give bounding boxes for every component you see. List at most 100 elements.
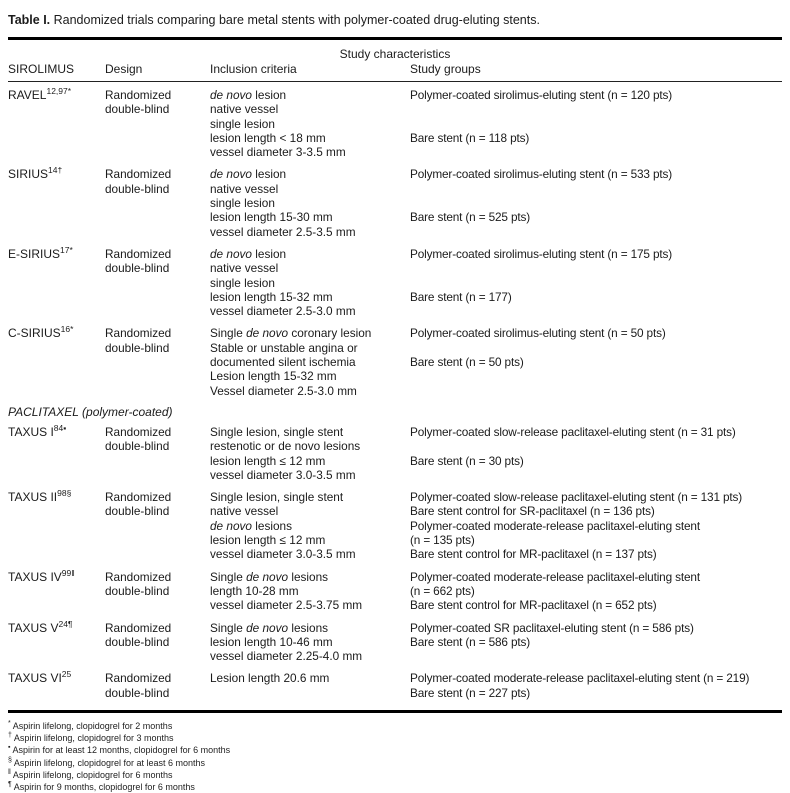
trial-reference-superscript: 12,97* [46,86,72,96]
inclusion-cell-line: lesion length 10-46 mm [210,634,333,649]
inclusion-cell: de novo lesion native vessel single lesion… [210,247,410,318]
inclusion-cell-line: lesion length < 18 mm [210,130,326,145]
design-cell: Randomized double-blind [105,247,210,318]
inclusion-cell-line: vessel diameter 2.5-3.75 mm [210,598,363,613]
design-cell-line: Randomized [105,671,172,686]
table-title: Table I. Randomized trials comparing bar… [8,0,782,28]
inclusion-cell-line: Single de novo coronary lesion [210,326,372,341]
inclusion-cell-line: vessel diameter 3.0-3.5 mm [210,467,356,482]
groups-cell-line [410,102,782,116]
bottom-rule [8,709,782,713]
inclusion-cell: Single de novo lesions length 10-28 mm ves… [210,570,410,613]
groups-cell-line [410,276,782,290]
design-cell-line: double-blind [105,583,170,598]
design-cell: Randomized double-blind [105,490,210,561]
trial-reference-superscript: 25 [61,669,72,680]
groups-cell-line: Polymer-coated sirolimus-eluting stent (… [410,246,673,261]
design-cell-line: double-blind [105,504,170,519]
table-row: TAXUS II98§ Randomized double-blind Single … [8,486,782,565]
trial-name: TAXUS II98§ [8,488,72,505]
trial-name: TAXUS IV99‖ [8,567,75,584]
groups-cell-line [410,341,782,355]
groups-cell-line: Polymer-coated moderate-release paclitax… [410,671,750,686]
design-cell-line: double-blind [105,181,170,196]
groups-cell-line [410,117,782,131]
footnote: ▪ Aspirin for at least 12 months, clopido… [8,744,231,756]
column-header-row: SIROLIMUS Design Inclusion criteria Stud… [8,61,782,77]
inclusion-cell-line: lesion length ≤ 12 mm [210,533,326,548]
inclusion-cell-line: vessel diameter 2.25-4.0 mm [210,649,363,664]
design-cell-line: Randomized [105,246,172,261]
inclusion-cell-line: single lesion [210,196,275,211]
groups-cell-line: Polymer-coated sirolimus-eluting stent (… [410,167,673,182]
groups-cell-line: Bare stent (n = 50 pts) [410,355,524,370]
design-cell: Randomized double-blind [105,621,210,664]
groups-cell-line: Polymer-coated moderate-release paclitax… [410,569,700,584]
inclusion-cell-line: lesion length 15-32 mm [210,289,333,304]
table-row: TAXUS V24¶ Randomized double-blind Single d… [8,617,782,668]
inclusion-cell-line: lesion length 15-30 mm [210,210,333,225]
trial-reference-superscript: 84▪ [53,422,67,433]
inclusion-cell-line: Single de novo lesions [210,620,329,635]
footnote-symbol: ‖ [8,768,11,776]
column-header-groups: Study groups [410,62,481,76]
trial-name: RAVEL12,97* [8,86,72,102]
design-cell-line: double-blind [105,261,170,276]
design-cell: Randomized double-blind [105,425,210,482]
groups-cell-line: Bare stent (n = 118 pts) [410,130,530,145]
groups-cell-line [410,304,782,318]
inclusion-cell-line: vessel diameter 3.0-3.5 mm [210,547,356,562]
column-header-trial: SIROLIMUS [8,62,75,76]
groups-cell: Polymer-coated slow-release paclitaxel-e… [410,425,782,482]
inclusion-cell: Single lesion, single stent restenotic or… [210,425,410,482]
inclusion-cell-line: restenotic or de novo lesions [210,439,361,454]
trial-name: TAXUS V24¶ [8,618,73,635]
column-header-inclusion: Inclusion criteria [210,62,297,76]
inclusion-cell-line: Single lesion, single stent [210,490,344,505]
design-cell: Randomized double-blind [105,671,210,700]
groups-cell: Polymer-coated slow-release paclitaxel-e… [410,490,782,561]
groups-cell: Polymer-coated sirolimus-eluting stent (… [410,167,782,238]
groups-cell-line: Bare stent control for MR-paclitaxel (n … [410,598,657,613]
groups-cell: Polymer-coated moderate-release paclitax… [410,570,782,613]
design-cell-line: Randomized [105,326,172,341]
inclusion-cell: Single lesion, single stent native vessel… [210,490,410,561]
groups-cell: Polymer-coated sirolimus-eluting stent (… [410,326,782,397]
inclusion-cell-line: native vessel [210,181,279,196]
design-cell-line: Randomized [105,424,172,439]
inclusion-cell-line: Single lesion, single stent [210,424,344,439]
trial-reference-superscript: 24¶ [58,618,73,629]
design-cell-line: double-blind [105,439,170,454]
groups-cell-line: Bare stent (n = 177) [410,289,512,304]
design-cell-line: Randomized [105,167,172,182]
inclusion-cell-line: vessel diameter 3-3.5 mm [210,145,346,160]
groups-cell-line: Bare stent control for MR-paclitaxel (n … [410,547,657,562]
inclusion-cell-line: Single de novo lesions [210,569,329,584]
groups-cell-line [410,182,782,196]
table-body: RAVEL12,97* Randomized double-blind de novo… [8,82,782,704]
design-cell-line: Randomized [105,490,172,505]
design-cell: Randomized double-blind [105,88,210,159]
groups-cell-line [410,196,782,210]
footnote: ¶ Aspirin for 9 months, clopidogrel for 6… [8,781,195,792]
inclusion-cell: de novo lesion native vessel single lesion… [210,167,410,238]
trial-reference-superscript: 17* [60,244,73,255]
groups-cell-line: (n = 662 pts) [410,583,475,598]
table-row: TAXUS I84▪ Randomized double-blind Single l… [8,421,782,486]
trial-reference-superscript: 98§ [57,488,72,499]
inclusion-cell-line: length 10-28 mm [210,583,299,598]
groups-cell-line: Bare stent (n = 227 pts) [410,685,531,700]
table-row: C-SIRIUS16* Randomized double-blind Single … [8,322,782,401]
inclusion-cell-line: de novo lesion [210,246,287,261]
group-header: Study characteristics [339,47,451,61]
footnote-symbol: † [8,732,12,740]
groups-cell-line: Polymer-coated slow-release paclitaxel-e… [410,424,736,439]
inclusion-cell-line: native vessel [210,102,279,117]
footnote-symbol: * [8,719,11,727]
table-label: Table I. [8,13,51,27]
table-row: TAXUS VI25 Randomized double-blind Lesion l… [8,667,782,704]
design-cell-line: double-blind [105,102,170,117]
design-cell-line: double-blind [105,685,170,700]
groups-cell: Polymer-coated sirolimus-eluting stent (… [410,88,782,159]
trial-reference-superscript: 99‖ [61,567,75,578]
